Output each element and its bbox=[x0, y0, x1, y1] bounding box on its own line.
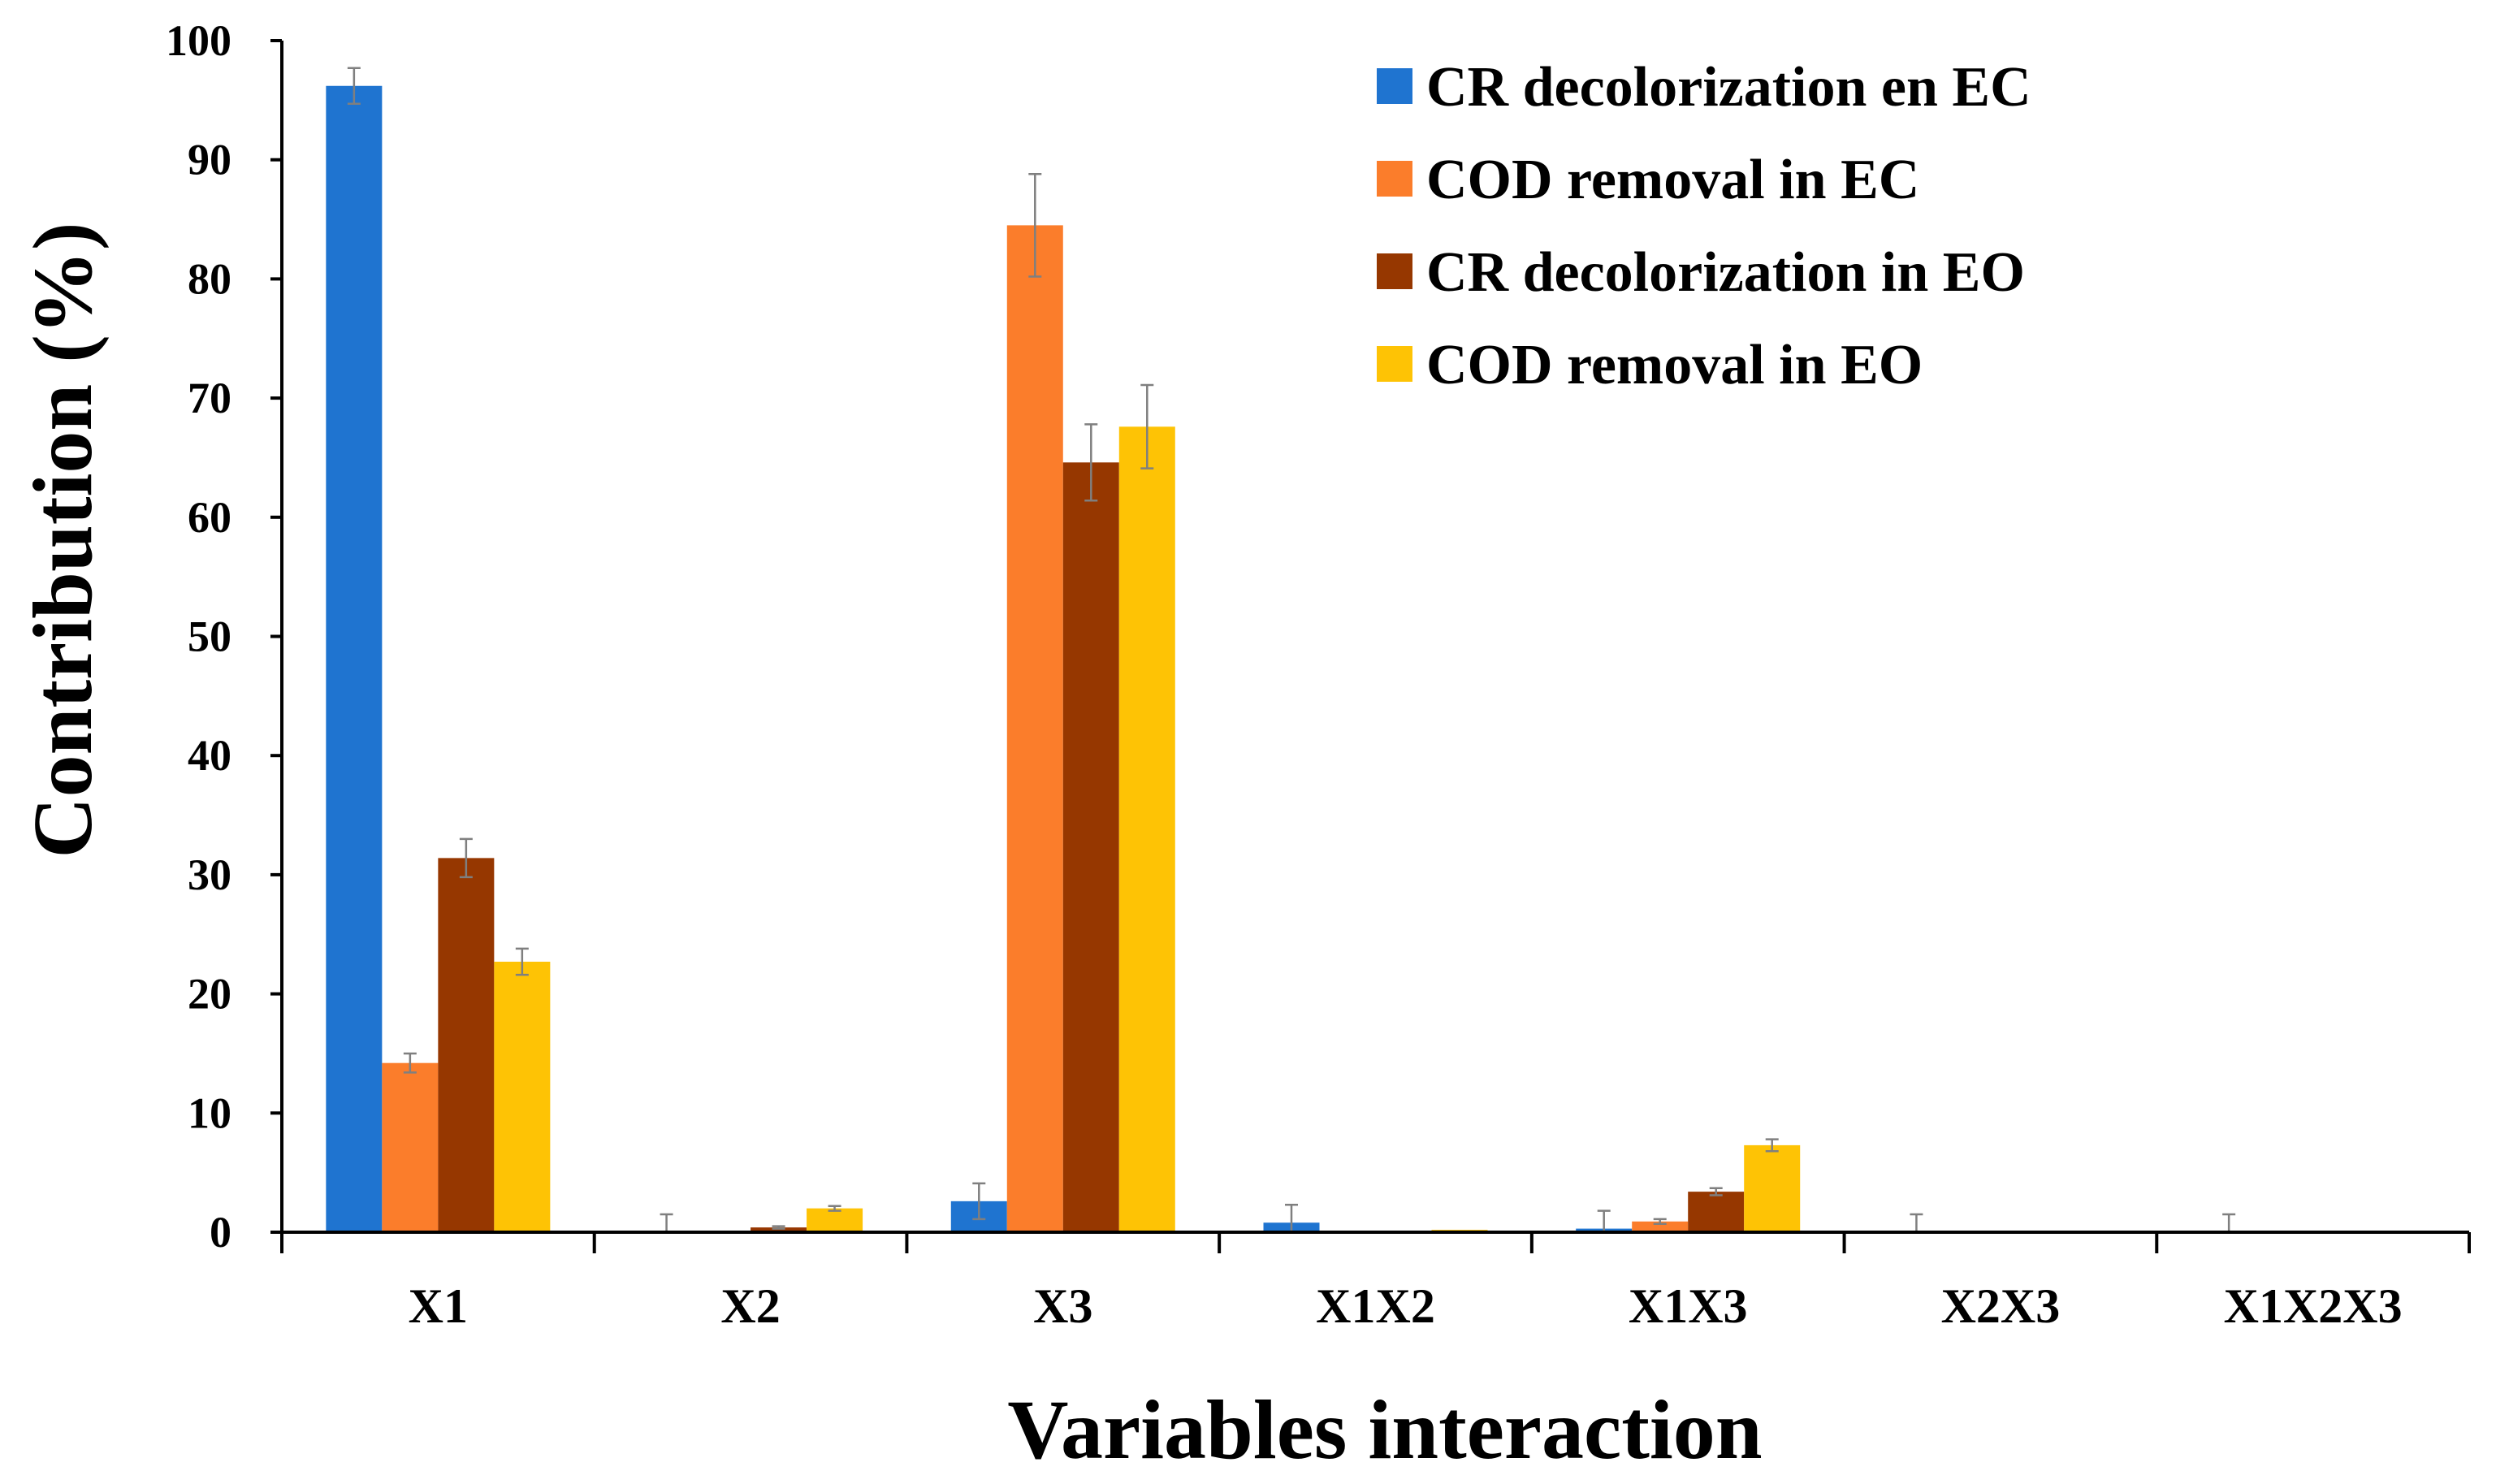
plot-area bbox=[326, 67, 2236, 1234]
bar bbox=[438, 858, 495, 1232]
y-tick-label: 100 bbox=[166, 16, 231, 65]
x-tick-label: X3 bbox=[1033, 1279, 1092, 1333]
y-tick-label: 90 bbox=[188, 136, 231, 184]
y-tick-label: 80 bbox=[188, 254, 231, 303]
bar bbox=[1118, 426, 1175, 1232]
y-tick-label: 30 bbox=[188, 850, 231, 899]
bar bbox=[382, 1062, 439, 1232]
bar bbox=[751, 1227, 807, 1232]
bar bbox=[494, 961, 551, 1232]
legend-swatch bbox=[1377, 68, 1412, 104]
x-tick-label: X1X2 bbox=[1316, 1279, 1435, 1333]
y-tick-label: 0 bbox=[210, 1208, 231, 1257]
bar bbox=[1006, 225, 1063, 1232]
bar bbox=[1744, 1144, 1801, 1232]
legend-label: CR decolorization en EC bbox=[1426, 56, 2031, 119]
x-tick-label: X2 bbox=[720, 1279, 780, 1333]
bar bbox=[1632, 1221, 1689, 1232]
legend-label: CR decolorization in EO bbox=[1426, 241, 2025, 304]
bar bbox=[807, 1208, 863, 1232]
legend: CR decolorization en EC COD removal in EC… bbox=[1377, 56, 2031, 396]
y-tick-label: 40 bbox=[188, 731, 231, 780]
x-tick-label: X2X3 bbox=[1941, 1279, 2061, 1333]
legend-label: COD removal in EO bbox=[1426, 334, 1923, 396]
x-axis-title: Variables interaction bbox=[1007, 1383, 1762, 1477]
y-tick-label: 60 bbox=[188, 493, 231, 542]
y-axis-title: Contribution (%) bbox=[16, 223, 110, 859]
axes bbox=[280, 41, 2469, 1234]
y-tick-label: 70 bbox=[188, 374, 231, 422]
y-tick-label: 50 bbox=[188, 612, 231, 661]
x-tick-label: X1X3 bbox=[1629, 1279, 1748, 1333]
legend-swatch bbox=[1377, 161, 1412, 197]
bar bbox=[1688, 1192, 1745, 1232]
bar bbox=[326, 85, 383, 1233]
x-tick-label: X1X2X3 bbox=[2224, 1279, 2403, 1333]
legend-swatch bbox=[1377, 346, 1412, 382]
legend-swatch bbox=[1377, 253, 1412, 289]
bar bbox=[1062, 462, 1119, 1232]
x-tick-label: X1 bbox=[409, 1279, 468, 1333]
y-tick-label: 10 bbox=[188, 1088, 231, 1137]
y-tick-label: 20 bbox=[188, 970, 231, 1019]
legend-label: COD removal in EC bbox=[1426, 149, 1919, 211]
